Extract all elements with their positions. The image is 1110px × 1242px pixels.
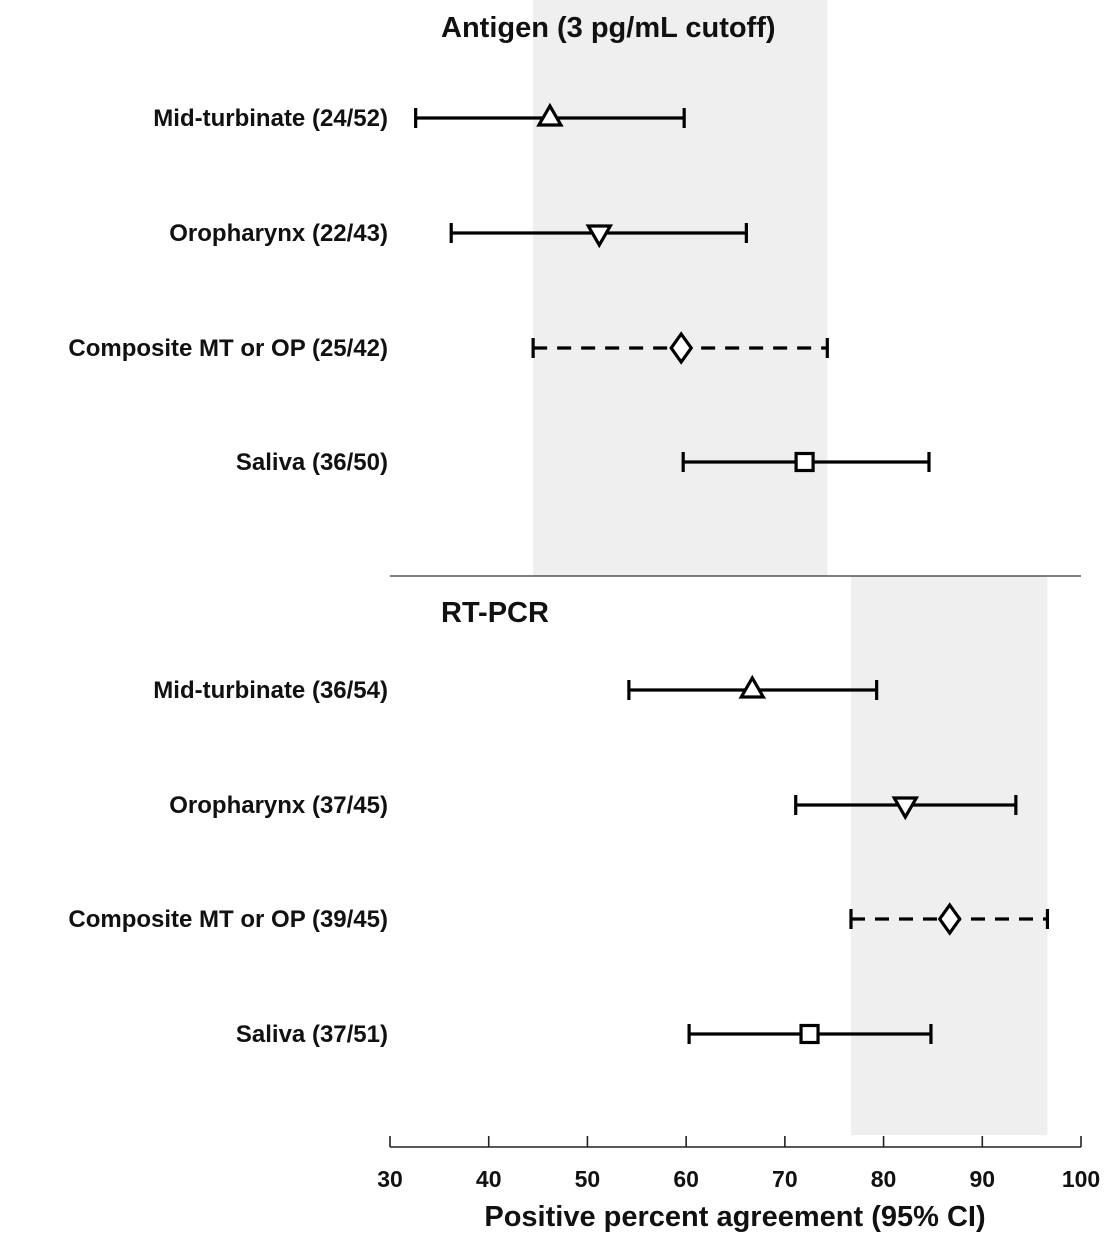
point-estimate-marker bbox=[799, 1023, 820, 1045]
forest-row: Composite MT or OP (25/42) bbox=[68, 331, 829, 365]
forest-row: Mid-turbinate (36/54) bbox=[153, 674, 879, 704]
panel-1: Antigen (3 pg/mL cutoff) Mid-turbinate (2… bbox=[68, 12, 931, 476]
row-label: Mid-turbinate (24/52) bbox=[153, 105, 388, 132]
forest-row: Saliva (37/51) bbox=[236, 1021, 933, 1048]
point-estimate-marker bbox=[937, 902, 962, 936]
point-estimate-marker bbox=[891, 796, 920, 821]
x-tick-label: 70 bbox=[772, 1166, 798, 1192]
point-estimate-marker bbox=[738, 674, 767, 699]
row-label: Composite MT or OP (39/45) bbox=[68, 906, 388, 933]
panel-title: RT-PCR bbox=[441, 597, 549, 629]
forest-row: Oropharynx (22/43) bbox=[169, 220, 748, 249]
x-tick-label: 30 bbox=[377, 1166, 403, 1192]
point-estimate-marker bbox=[669, 331, 694, 365]
row-label: Oropharynx (37/45) bbox=[169, 792, 388, 819]
x-tick-label: 90 bbox=[969, 1166, 995, 1192]
row-label: Oropharynx (22/43) bbox=[169, 220, 388, 247]
ci-shade-band bbox=[533, 0, 828, 576]
row-label: Saliva (37/51) bbox=[236, 1021, 388, 1048]
panel-2: RT-PCR Mid-turbinate (36/54) Oropharynx (3… bbox=[68, 597, 1050, 1048]
x-axis: 30 40 50 60 70 80 90 100 bbox=[377, 1136, 1100, 1192]
x-tick-label: 80 bbox=[871, 1166, 897, 1192]
point-estimate-marker bbox=[794, 451, 815, 473]
ci-shade-layer bbox=[533, 0, 1048, 1135]
forest-row: Saliva (36/50) bbox=[236, 449, 931, 476]
x-tick-label: 100 bbox=[1062, 1166, 1100, 1192]
x-tick-label: 50 bbox=[575, 1166, 601, 1192]
panel-title: Antigen (3 pg/mL cutoff) bbox=[441, 12, 776, 44]
forest-row: Mid-turbinate (24/52) bbox=[153, 102, 686, 132]
row-label: Composite MT or OP (25/42) bbox=[68, 335, 388, 362]
ci-shade-band bbox=[850, 576, 1048, 1135]
row-label: Mid-turbinate (36/54) bbox=[153, 677, 388, 704]
panels-layer: Antigen (3 pg/mL cutoff) Mid-turbinate (2… bbox=[68, 12, 1050, 1048]
forest-row: Composite MT or OP (39/45) bbox=[68, 902, 1050, 936]
x-tick-label: 40 bbox=[476, 1166, 502, 1192]
point-estimate-marker bbox=[536, 102, 564, 127]
forest-row: Oropharynx (37/45) bbox=[169, 792, 1018, 821]
point-estimate-marker bbox=[585, 224, 614, 249]
row-label: Saliva (36/50) bbox=[236, 449, 388, 476]
x-axis-title: Positive percent agreement (95% CI) bbox=[484, 1201, 985, 1233]
x-tick-label: 60 bbox=[673, 1166, 699, 1192]
